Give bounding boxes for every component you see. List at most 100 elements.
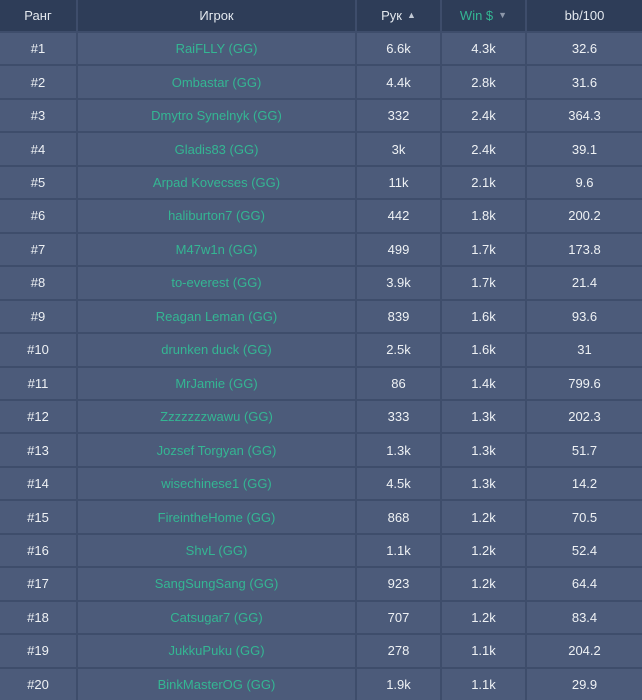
rank-cell: #13 bbox=[0, 434, 78, 466]
rank-cell: #20 bbox=[0, 668, 78, 700]
hands-cell: 2.5k bbox=[357, 334, 442, 366]
column-header-win[interactable]: Win $ ▼ bbox=[442, 0, 527, 31]
rank-cell: #15 bbox=[0, 501, 78, 533]
player-link[interactable]: Zzzzzzzwawu (GG) bbox=[78, 400, 357, 433]
win-cell: 2.4k bbox=[442, 99, 527, 132]
rank-cell: #4 bbox=[0, 133, 78, 165]
bb100-cell: 799.6 bbox=[568, 375, 601, 391]
column-header-rank[interactable]: Ранг bbox=[0, 0, 78, 31]
table-body: #1 RaiFLLY (GG) 6.6k 4.3k 32.6 #2 Ombast… bbox=[0, 31, 642, 700]
rank-cell: #6 bbox=[0, 200, 78, 232]
table-row: #3 Dmytro Synelnyk (GG) 332 2.4k 364.3 bbox=[0, 97, 642, 132]
player-link[interactable]: Jozsef Torgyan (GG) bbox=[78, 434, 357, 466]
rank-cell: #7 bbox=[0, 233, 78, 266]
hands-cell: 3k bbox=[357, 133, 442, 165]
table-row: #16 ShvL (GG) 1.1k 1.2k 52.4 bbox=[0, 532, 642, 567]
player-link[interactable]: FireintheHome (GG) bbox=[78, 501, 357, 533]
win-cell: 1.3k bbox=[442, 434, 527, 466]
table-row: #17 SangSungSang (GG) 923 1.2k 64.4 bbox=[0, 566, 642, 600]
table-header: Ранг Игрок Рук ▲ Win $ ▼ bb/100 bbox=[0, 0, 642, 31]
bb100-cell: 14.2 bbox=[571, 476, 598, 492]
column-header-win-label: Win $ bbox=[459, 8, 494, 23]
bb100-cell: 70.5 bbox=[571, 509, 598, 525]
hands-cell: 868 bbox=[357, 501, 442, 533]
win-cell: 1.3k bbox=[442, 467, 527, 500]
rank-cell: #8 bbox=[0, 267, 78, 299]
player-link[interactable]: SangSungSang (GG) bbox=[78, 568, 357, 600]
table-row: #18 Catsugar7 (GG) 707 1.2k 83.4 bbox=[0, 599, 642, 634]
win-cell: 1.2k bbox=[442, 534, 527, 567]
win-cell: 1.4k bbox=[442, 367, 527, 399]
table-row: #13 Jozsef Torgyan (GG) 1.3k 1.3k 51.7 bbox=[0, 432, 642, 466]
hands-cell: 86 bbox=[357, 367, 442, 399]
rank-cell: #5 bbox=[0, 166, 78, 199]
player-link[interactable]: wisechinese1 (GG) bbox=[78, 467, 357, 500]
win-cell: 1.1k bbox=[442, 635, 527, 667]
column-header-player[interactable]: Игрок bbox=[78, 0, 357, 31]
sort-descending-icon: ▼ bbox=[498, 10, 508, 20]
column-header-hands-label: Рук bbox=[381, 8, 402, 23]
rank-cell: #12 bbox=[0, 400, 78, 433]
bb100-cell: 31.6 bbox=[571, 74, 598, 90]
table-row: #6 haliburton7 (GG) 442 1.8k 200.2 bbox=[0, 198, 642, 232]
player-link[interactable]: ShvL (GG) bbox=[78, 534, 357, 567]
player-link[interactable]: M47w1n (GG) bbox=[78, 233, 357, 266]
table-row: #4 Gladis83 (GG) 3k 2.4k 39.1 bbox=[0, 131, 642, 165]
table-row: #19 JukkuPuku (GG) 278 1.1k 204.2 bbox=[0, 633, 642, 667]
hands-cell: 333 bbox=[357, 400, 442, 433]
player-link[interactable]: Dmytro Synelnyk (GG) bbox=[78, 99, 357, 132]
table-row: #7 M47w1n (GG) 499 1.7k 173.8 bbox=[0, 231, 642, 266]
table-row: #8 to-everest (GG) 3.9k 1.7k 21.4 bbox=[0, 265, 642, 299]
player-link[interactable]: Gladis83 (GG) bbox=[78, 133, 357, 165]
bb100-cell: 173.8 bbox=[568, 241, 601, 257]
bb100-cell: 39.1 bbox=[571, 141, 598, 157]
hands-cell: 923 bbox=[357, 568, 442, 600]
player-link[interactable]: Ombastar (GG) bbox=[78, 66, 357, 98]
bb100-cell: 32.6 bbox=[571, 41, 598, 57]
hands-cell: 1.1k bbox=[357, 534, 442, 567]
player-link[interactable]: MrJamie (GG) bbox=[78, 367, 357, 399]
win-cell: 4.3k bbox=[442, 33, 527, 65]
hands-cell: 4.4k bbox=[357, 66, 442, 98]
hands-cell: 1.9k bbox=[357, 668, 442, 700]
column-header-hands[interactable]: Рук ▲ bbox=[357, 0, 442, 31]
player-link[interactable]: RaiFLLY (GG) bbox=[78, 33, 357, 65]
bb100-cell: 51.7 bbox=[571, 442, 598, 458]
win-cell: 1.3k bbox=[442, 400, 527, 433]
player-link[interactable]: Arpad Kovecses (GG) bbox=[78, 166, 357, 199]
win-cell: 1.2k bbox=[442, 601, 527, 634]
column-header-rank-label: Ранг bbox=[24, 8, 52, 23]
hands-cell: 11k bbox=[357, 166, 442, 199]
bb100-cell: 200.2 bbox=[568, 208, 601, 224]
player-link[interactable]: haliburton7 (GG) bbox=[78, 200, 357, 232]
rank-cell: #18 bbox=[0, 601, 78, 634]
win-cell: 1.2k bbox=[442, 568, 527, 600]
hands-cell: 499 bbox=[357, 233, 442, 266]
player-link[interactable]: drunken duck (GG) bbox=[78, 334, 357, 366]
win-cell: 1.7k bbox=[442, 267, 527, 299]
bb100-cell: 93.6 bbox=[571, 308, 598, 324]
rank-cell: #3 bbox=[0, 99, 78, 132]
bb100-cell: 29.9 bbox=[571, 676, 598, 692]
rank-cell: #9 bbox=[0, 300, 78, 333]
player-link[interactable]: BinkMasterOG (GG) bbox=[78, 668, 357, 700]
bb100-cell: 204.2 bbox=[568, 643, 601, 659]
win-cell: 1.8k bbox=[442, 200, 527, 232]
table-row: #9 Reagan Leman (GG) 839 1.6k 93.6 bbox=[0, 298, 642, 333]
player-link[interactable]: Reagan Leman (GG) bbox=[78, 300, 357, 333]
table-row: #11 MrJamie (GG) 86 1.4k 799.6 bbox=[0, 365, 642, 399]
column-header-bb100-label: bb/100 bbox=[564, 8, 605, 23]
player-link[interactable]: JukkuPuku (GG) bbox=[78, 635, 357, 667]
column-header-bb100[interactable]: bb/100 bbox=[527, 0, 642, 31]
hands-cell: 707 bbox=[357, 601, 442, 634]
player-link[interactable]: to-everest (GG) bbox=[78, 267, 357, 299]
table-row: #10 drunken duck (GG) 2.5k 1.6k 31 bbox=[0, 332, 642, 366]
bb100-cell: 64.4 bbox=[571, 576, 598, 592]
sort-ascending-icon: ▲ bbox=[406, 10, 416, 20]
win-cell: 1.7k bbox=[442, 233, 527, 266]
hands-cell: 1.3k bbox=[357, 434, 442, 466]
player-link[interactable]: Catsugar7 (GG) bbox=[78, 601, 357, 634]
hands-cell: 6.6k bbox=[357, 33, 442, 65]
rank-cell: #11 bbox=[0, 367, 78, 399]
